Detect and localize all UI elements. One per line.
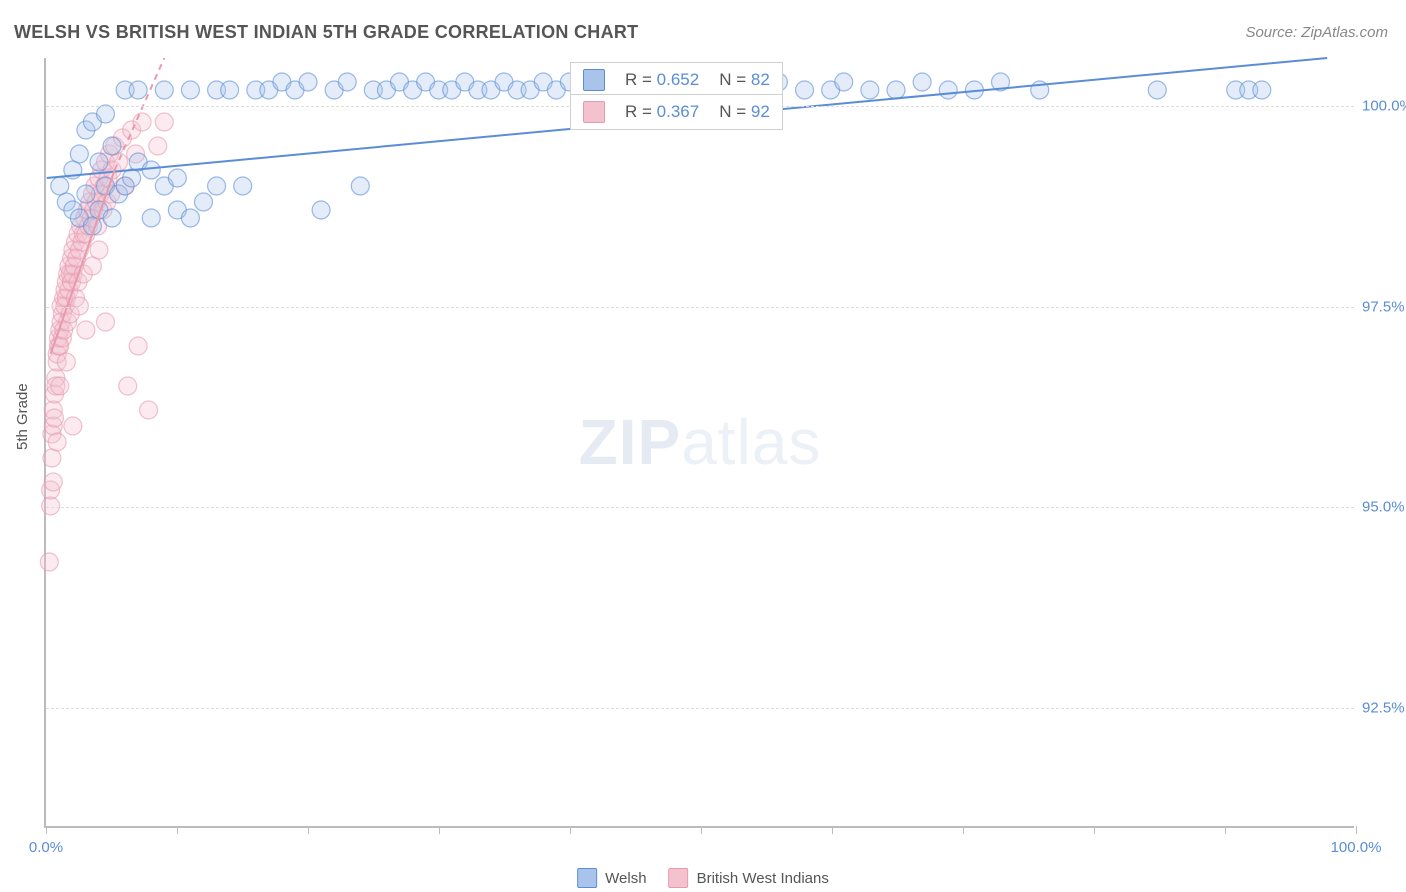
scatter-point-welsh [77, 185, 95, 203]
scatter-point-bwi [129, 337, 147, 355]
xtick [701, 826, 702, 834]
scatter-point-bwi [44, 473, 62, 491]
legend: Welsh British West Indians [577, 868, 829, 888]
corr-swatch-bwi [583, 101, 605, 123]
scatter-point-welsh [103, 209, 121, 227]
scatter-point-bwi [77, 321, 95, 339]
legend-label-welsh: Welsh [605, 870, 646, 887]
ytick-label: 92.5% [1362, 699, 1406, 716]
scatter-point-welsh [1148, 81, 1166, 99]
scatter-point-welsh [299, 73, 317, 91]
ytick-label: 100.0% [1362, 98, 1406, 115]
xtick [1225, 826, 1226, 834]
scatter-point-bwi [97, 313, 115, 331]
scatter-point-bwi [57, 353, 75, 371]
scatter-point-bwi [149, 137, 167, 155]
scatter-point-welsh [835, 73, 853, 91]
scatter-point-welsh [181, 209, 199, 227]
scatter-point-bwi [110, 153, 128, 171]
xtick [177, 826, 178, 834]
scatter-point-welsh [90, 153, 108, 171]
correlation-row-bwi: R = 0.367 N = 92 [570, 94, 783, 130]
chart-container: WELSH VS BRITISH WEST INDIAN 5TH GRADE C… [0, 0, 1406, 892]
scatter-point-welsh [181, 81, 199, 99]
scatter-point-welsh [168, 169, 186, 187]
xtick [439, 826, 440, 834]
scatter-point-bwi [40, 553, 58, 571]
scatter-point-bwi [51, 377, 69, 395]
corr-n-label: N = 92 [719, 102, 770, 122]
scatter-point-welsh [195, 193, 213, 211]
corr-n-label: N = 82 [719, 70, 770, 90]
scatter-point-welsh [913, 73, 931, 91]
scatter-point-bwi [42, 497, 60, 515]
scatter-point-bwi [46, 409, 64, 427]
scatter-point-welsh [234, 177, 252, 195]
xtick [963, 826, 964, 834]
scatter-point-bwi [43, 449, 61, 467]
scatter-point-welsh [1253, 81, 1271, 99]
legend-item-welsh: Welsh [577, 868, 646, 888]
corr-r-label: R = 0.652 [625, 70, 699, 90]
scatter-point-welsh [142, 209, 160, 227]
scatter-point-welsh [861, 81, 879, 99]
legend-label-bwi: British West Indians [697, 870, 829, 887]
chart-title: WELSH VS BRITISH WEST INDIAN 5TH GRADE C… [14, 22, 638, 43]
scatter-point-bwi [140, 401, 158, 419]
plot-area: ZIPatlas 92.5%95.0%97.5%100.0%0.0%100.0% [44, 58, 1354, 828]
scatter-point-bwi [64, 417, 82, 435]
scatter-point-bwi [119, 377, 137, 395]
scatter-point-welsh [51, 177, 69, 195]
scatter-point-bwi [155, 113, 173, 131]
scatter-point-welsh [796, 81, 814, 99]
corr-r-label: R = 0.367 [625, 102, 699, 122]
xtick [1094, 826, 1095, 834]
gridline-h [46, 307, 1354, 308]
corr-r-value: 0.652 [657, 70, 700, 89]
ytick-label: 95.0% [1362, 499, 1406, 516]
xtick-label: 100.0% [1331, 839, 1382, 856]
gridline-h [46, 507, 1354, 508]
corr-n-value: 92 [751, 102, 770, 121]
plot-svg [46, 58, 1354, 826]
corr-swatch-welsh [583, 69, 605, 91]
scatter-point-welsh [208, 177, 226, 195]
source-attribution: Source: ZipAtlas.com [1245, 24, 1388, 41]
scatter-point-welsh [123, 169, 141, 187]
scatter-point-welsh [221, 81, 239, 99]
legend-swatch-bwi [669, 868, 689, 888]
y-axis-label: 5th Grade [14, 383, 31, 450]
corr-n-value: 82 [751, 70, 770, 89]
scatter-point-bwi [90, 241, 108, 259]
scatter-point-welsh [351, 177, 369, 195]
correlation-row-welsh: R = 0.652 N = 82 [570, 62, 783, 98]
scatter-point-welsh [142, 161, 160, 179]
xtick [1356, 826, 1357, 834]
scatter-point-bwi [133, 113, 151, 131]
gridline-h [46, 708, 1354, 709]
scatter-point-welsh [887, 81, 905, 99]
scatter-point-welsh [129, 81, 147, 99]
legend-swatch-welsh [577, 868, 597, 888]
scatter-point-welsh [338, 73, 356, 91]
xtick [46, 826, 47, 834]
scatter-point-bwi [83, 257, 101, 275]
xtick [832, 826, 833, 834]
xtick-label: 0.0% [29, 839, 63, 856]
scatter-point-welsh [312, 201, 330, 219]
ytick-label: 97.5% [1362, 298, 1406, 315]
xtick [570, 826, 571, 834]
scatter-point-welsh [70, 145, 88, 163]
scatter-point-welsh [103, 137, 121, 155]
corr-r-value: 0.367 [657, 102, 700, 121]
scatter-point-welsh [155, 81, 173, 99]
scatter-point-bwi [48, 433, 66, 451]
xtick [308, 826, 309, 834]
scatter-point-welsh [939, 81, 957, 99]
legend-item-bwi: British West Indians [669, 868, 829, 888]
scatter-point-welsh [97, 105, 115, 123]
